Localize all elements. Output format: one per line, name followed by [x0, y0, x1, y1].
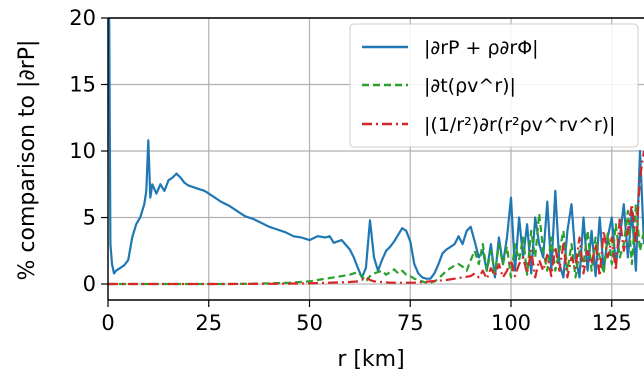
- x-tick-label: 75: [397, 311, 424, 335]
- x-tick-label: 100: [491, 311, 531, 335]
- legend-label: |∂rP + ρ∂rΦ|: [424, 37, 539, 59]
- x-tick-label: 125: [592, 311, 632, 335]
- y-tick-label: 0: [83, 272, 96, 296]
- y-tick-label: 20: [69, 6, 96, 30]
- legend-box: [349, 23, 639, 148]
- legend-label: |∂t(ρv^r)|: [424, 75, 516, 97]
- x-tick-label: 50: [296, 311, 323, 335]
- x-tick-label: 25: [195, 311, 222, 335]
- axes: [101, 17, 644, 307]
- tick-labels: 0 25 50 75 100 125 0 5 10 15 20: [69, 6, 632, 335]
- series-layer: [108, 18, 644, 286]
- y-tick-label: 15: [69, 73, 96, 97]
- y-tick-label: 10: [69, 139, 96, 163]
- series-line-3: [108, 150, 644, 286]
- legend: |∂rP + ρ∂rΦ| |∂t(ρv^r)| |(1/r²)∂r(r²ρv^rv^…: [349, 23, 639, 148]
- x-tick-label: 0: [101, 311, 114, 335]
- y-tick-label: 5: [83, 206, 96, 230]
- legend-label: |(1/r²)∂r(r²ρv^rv^r)|: [424, 114, 615, 136]
- series-line-2: [108, 203, 644, 286]
- y-axis-label-group: % comparison to |∂rP|: [15, 40, 40, 281]
- x-axis-label: r [km]: [337, 347, 404, 372]
- y-axis-label: % comparison to |∂rP|: [15, 40, 40, 281]
